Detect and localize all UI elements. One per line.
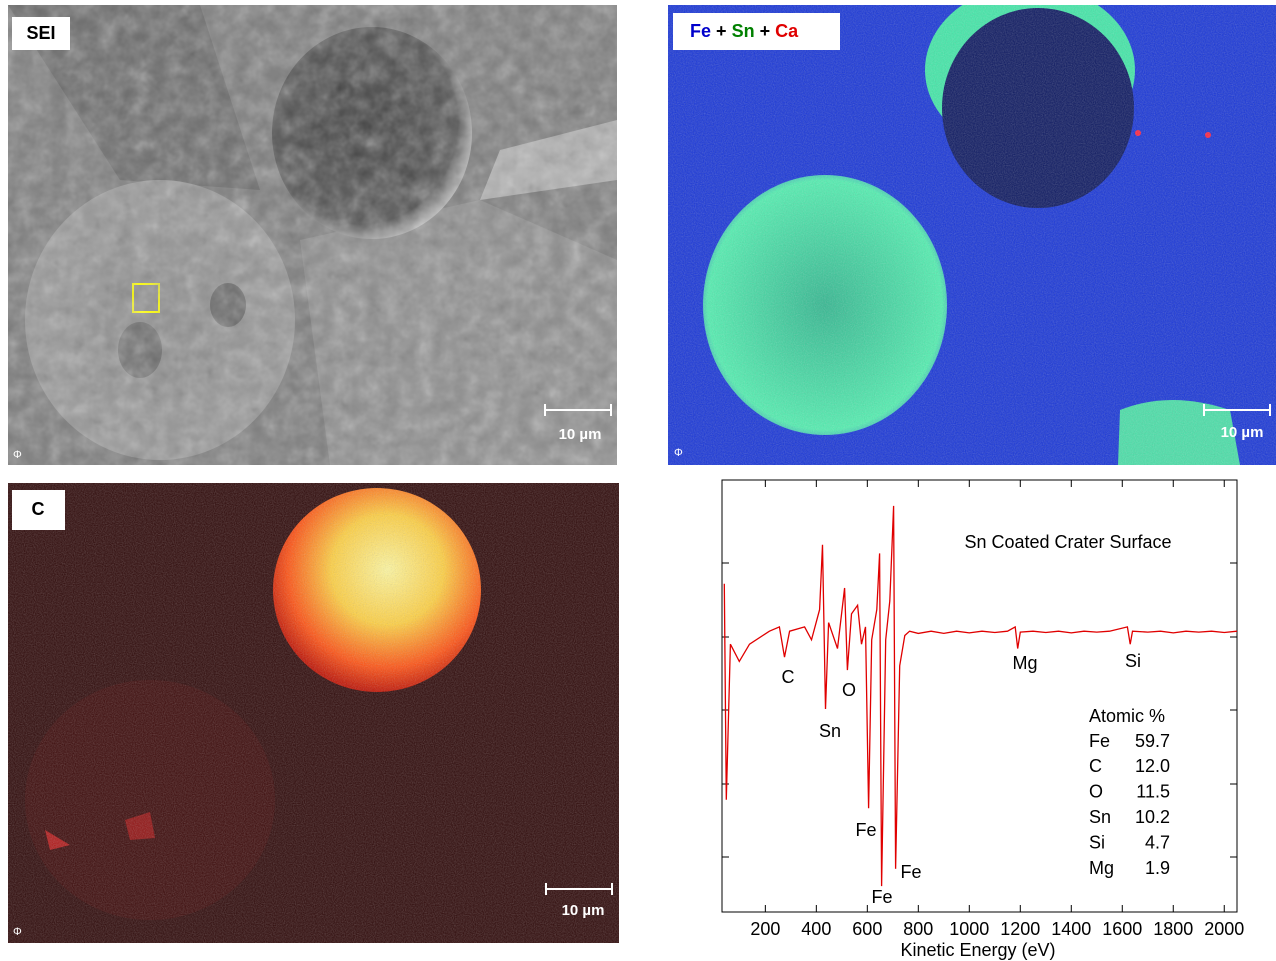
x-axis-label: Kinetic Energy (eV): [900, 940, 1055, 960]
percent: 12.0: [1135, 756, 1170, 776]
peak-label: Si: [1125, 651, 1141, 671]
label-part: +: [716, 21, 727, 41]
sei-panel: [8, 5, 617, 465]
element: Si: [1089, 832, 1105, 852]
percent: 11.5: [1136, 782, 1170, 802]
percent: 10.2: [1135, 807, 1170, 827]
label-part: Ca: [775, 21, 799, 41]
carbon-panel: [8, 483, 619, 943]
scale-label: 10 µm: [559, 426, 602, 443]
scale-label: 10 µm: [562, 902, 605, 919]
element: Sn: [1089, 807, 1111, 827]
peak-label: Mg: [1012, 653, 1037, 673]
table-title: Atomic %: [1089, 706, 1165, 726]
x-tick-label: 1200: [1000, 919, 1040, 939]
peak-label: Fe: [855, 820, 876, 840]
percent: 4.7: [1145, 832, 1170, 852]
logo: Φ: [13, 449, 22, 461]
spectrum-chart: Sn Coated Crater Surface Kinetic Energy …: [722, 480, 1244, 960]
peak-label: Fe: [871, 887, 892, 907]
x-tick-label: 200: [750, 919, 780, 939]
percent: 59.7: [1135, 731, 1170, 751]
scale-label: 10 µm: [1221, 424, 1264, 441]
peak-label: O: [842, 680, 856, 700]
x-tick-label: 2000: [1204, 919, 1244, 939]
element: Mg: [1089, 858, 1114, 878]
element: Fe: [1089, 731, 1110, 751]
peak-label: Fe: [900, 862, 921, 882]
map-panel: [668, 0, 1276, 465]
percent: 1.9: [1145, 858, 1170, 878]
element: O: [1089, 782, 1103, 802]
element: C: [1089, 756, 1102, 776]
x-tick-label: 1800: [1153, 919, 1193, 939]
x-tick-label: 1000: [949, 919, 989, 939]
panel-label: Fe + Sn + Ca: [690, 21, 799, 41]
panel-label: SEI: [26, 23, 55, 43]
label-part: Fe: [690, 21, 711, 41]
x-tick-label: 600: [852, 919, 882, 939]
logo: Φ: [674, 447, 683, 459]
panel-label: C: [32, 499, 45, 519]
x-tick-label: 800: [903, 919, 933, 939]
logo: Φ: [13, 926, 22, 938]
label-part: Sn: [732, 21, 755, 41]
x-tick-label: 1400: [1051, 919, 1091, 939]
chart-title: Sn Coated Crater Surface: [964, 532, 1171, 552]
peak-label: C: [782, 667, 795, 687]
label-part: +: [760, 21, 771, 41]
figure: SEI 10 µm Φ Fe + Sn + Ca 10 µm Φ C 10 µm…: [0, 0, 1276, 961]
x-tick-label: 400: [801, 919, 831, 939]
x-tick-label: 1600: [1102, 919, 1142, 939]
peak-label: Sn: [819, 721, 841, 741]
